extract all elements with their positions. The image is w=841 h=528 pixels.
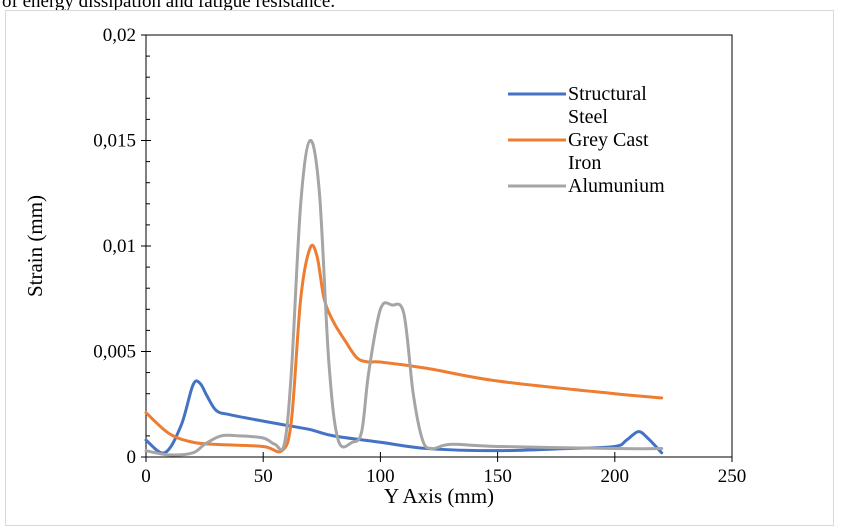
x-tick-label: 50: [254, 466, 273, 487]
legend-label-grey-cast-iron: Grey Cast: [568, 129, 649, 151]
y-axis-title: Strain (mm): [23, 195, 47, 297]
x-tick-label: 0: [141, 466, 151, 487]
y-tick-label: 0: [127, 447, 137, 468]
x-tick-label: 150: [483, 466, 512, 487]
x-tick-label: 250: [718, 466, 747, 487]
partial-header-text: of energy dissipation and fatigue resist…: [2, 0, 336, 12]
y-tick-label: 0,015: [93, 131, 136, 152]
y-tick-label: 0,005: [93, 342, 136, 363]
series-layer: [144, 138, 664, 457]
x-axis-title: Y Axis (mm): [384, 484, 494, 508]
legend-label-grey-cast-iron: Iron: [568, 152, 601, 174]
series-line-structural-steel: [144, 379, 664, 455]
legend-label-structural-steel: Steel: [568, 106, 608, 128]
x-tick-label: 100: [366, 466, 395, 487]
legend-label-alumunium: Alumunium: [568, 175, 665, 197]
series-line-grey-cast-iron: [144, 243, 664, 454]
series-line-alumunium: [144, 138, 664, 457]
chart-frame: [5, 10, 834, 526]
chart-axes: 0 0,005 0,01 0,015 0,02 0 50 100 150 200 250: [93, 25, 746, 487]
x-tick-label: 200: [601, 466, 630, 487]
y-tick-label: 0,01: [103, 236, 136, 257]
legend-label-structural-steel: Structural: [568, 83, 647, 105]
y-tick-label: 0,02: [103, 25, 136, 46]
